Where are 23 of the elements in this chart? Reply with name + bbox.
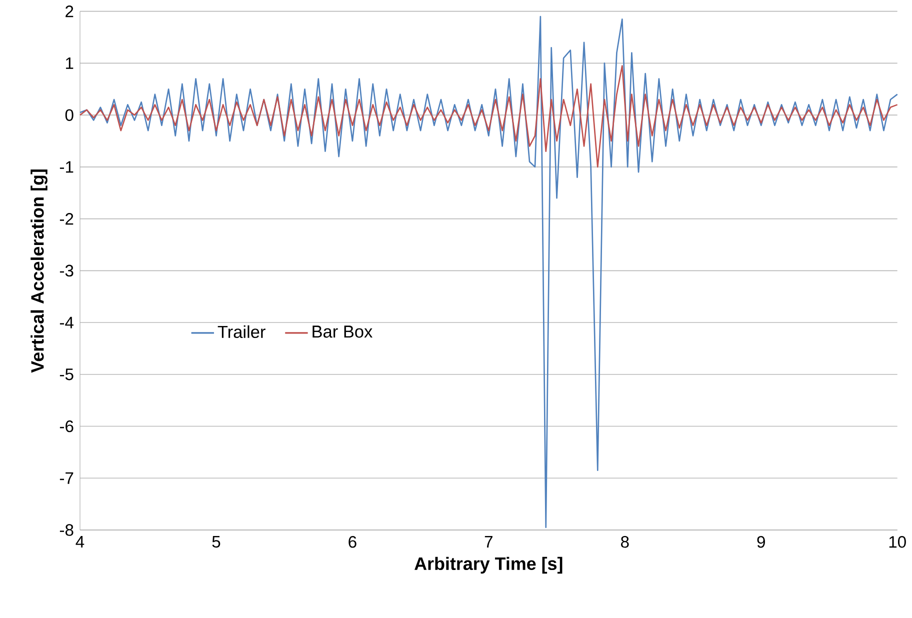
- legend-label: Trailer: [218, 325, 266, 338]
- x-axis-title: Arbitrary Time [s]: [414, 556, 562, 574]
- x-tick-label: 7: [484, 536, 492, 548]
- x-tick-label: 5: [212, 536, 220, 548]
- x-tick-label: 4: [76, 536, 84, 548]
- y-tick-label: -8: [60, 524, 74, 536]
- legend-label: Bar Box: [312, 326, 372, 338]
- y-tick-label: -3: [60, 264, 74, 277]
- x-tick-label: 10: [889, 536, 906, 548]
- x-tick-label: 9: [757, 536, 765, 548]
- y-tick-label: -2: [60, 213, 74, 225]
- y-tick-label: -7: [60, 472, 74, 484]
- y-tick-label: -1: [60, 161, 74, 173]
- y-tick-label: 2: [66, 6, 74, 18]
- y-tick-label: 1: [66, 57, 74, 69]
- x-tick-label: 8: [621, 536, 629, 548]
- y-axis-title: Vertical Acceleration [g]: [30, 170, 48, 373]
- y-tick-label: -6: [60, 420, 74, 432]
- x-tick-label: 6: [348, 536, 356, 548]
- y-tick-label: 0: [65, 109, 74, 121]
- line-series: [79, 65, 898, 168]
- y-tick-label: -5: [60, 368, 74, 380]
- y-tick-label: -4: [60, 316, 74, 328]
